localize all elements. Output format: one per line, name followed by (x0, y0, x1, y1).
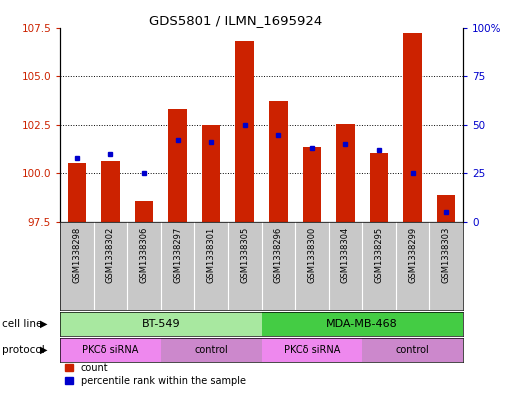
Bar (403, 33, 422, 222)
Text: BT-549: BT-549 (142, 319, 180, 329)
Bar (101, 161, 120, 222)
Bar (60, 312, 262, 336)
Text: MDA-MB-468: MDA-MB-468 (326, 319, 398, 329)
Text: GSM1338306: GSM1338306 (140, 226, 149, 283)
Text: GSM1338296: GSM1338296 (274, 226, 283, 283)
Bar (135, 201, 153, 222)
Bar (60, 338, 161, 362)
Bar (303, 147, 321, 222)
Text: protocol: protocol (2, 345, 44, 355)
Text: GSM1338297: GSM1338297 (173, 226, 182, 283)
Bar (67, 163, 86, 222)
Text: control: control (395, 345, 429, 355)
Text: PKCδ siRNA: PKCδ siRNA (82, 345, 139, 355)
Text: GSM1338302: GSM1338302 (106, 226, 115, 283)
Text: ▶: ▶ (40, 345, 47, 355)
Bar (262, 312, 463, 336)
Text: control: control (194, 345, 228, 355)
Bar (269, 101, 288, 222)
Text: PKCδ siRNA: PKCδ siRNA (283, 345, 340, 355)
Bar (370, 153, 388, 222)
Text: GSM1338303: GSM1338303 (441, 226, 451, 283)
Legend: count, percentile rank within the sample: count, percentile rank within the sample (65, 363, 246, 386)
Text: GDS5801 / ILMN_1695924: GDS5801 / ILMN_1695924 (149, 14, 322, 27)
Bar (262, 338, 362, 362)
Text: GSM1338300: GSM1338300 (308, 226, 316, 283)
Text: ▶: ▶ (40, 319, 47, 329)
Text: GSM1338301: GSM1338301 (207, 226, 215, 283)
Bar (161, 338, 262, 362)
Text: GSM1338295: GSM1338295 (374, 226, 383, 283)
Text: cell line: cell line (2, 319, 42, 329)
Bar (336, 124, 355, 222)
Text: GSM1338299: GSM1338299 (408, 226, 417, 283)
Bar (202, 125, 220, 222)
Bar (235, 41, 254, 222)
Bar (362, 338, 463, 362)
Bar (437, 195, 456, 222)
Bar (168, 109, 187, 222)
Text: GSM1338305: GSM1338305 (240, 226, 249, 283)
Text: GSM1338298: GSM1338298 (72, 226, 82, 283)
Text: GSM1338304: GSM1338304 (341, 226, 350, 283)
